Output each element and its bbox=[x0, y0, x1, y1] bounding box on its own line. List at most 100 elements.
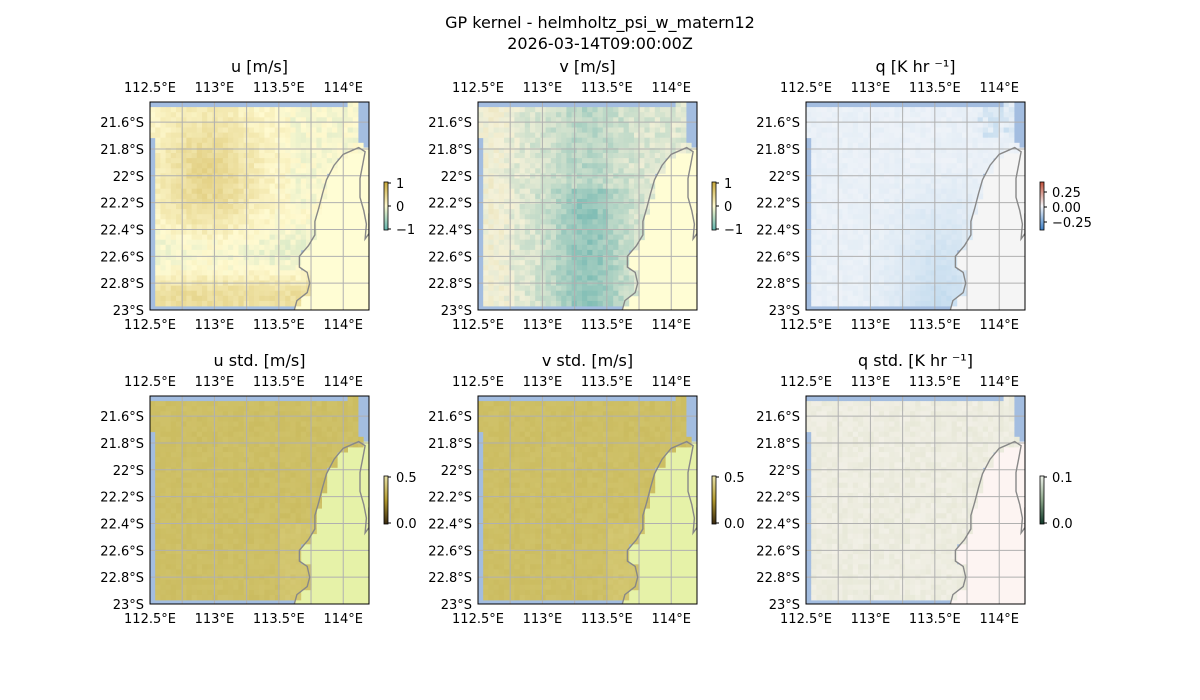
data-cell bbox=[868, 219, 874, 225]
data-cell bbox=[967, 132, 973, 139]
data-cell bbox=[196, 411, 203, 417]
x-tick-label-top: 112.5°E bbox=[124, 81, 176, 96]
data-cell bbox=[545, 132, 552, 139]
data-cell bbox=[248, 492, 255, 499]
data-cell bbox=[191, 477, 198, 484]
data-cell bbox=[290, 107, 296, 113]
data-cell bbox=[238, 209, 244, 215]
data-cell bbox=[254, 508, 260, 514]
data-cell bbox=[930, 112, 937, 118]
data-cell bbox=[191, 431, 198, 438]
data-cell bbox=[946, 122, 952, 128]
data-cell bbox=[884, 295, 890, 302]
data-cell bbox=[222, 147, 229, 154]
data-cell bbox=[837, 285, 843, 292]
data-cell bbox=[176, 255, 182, 261]
data-cell bbox=[535, 285, 541, 292]
data-cell bbox=[930, 153, 937, 159]
data-cell bbox=[285, 300, 291, 307]
data-cell bbox=[628, 117, 635, 123]
data-cell bbox=[191, 163, 198, 169]
data-cell bbox=[280, 401, 286, 407]
data-cell bbox=[925, 270, 932, 276]
data-cell bbox=[316, 492, 322, 499]
data-cell bbox=[858, 239, 864, 246]
data-cell bbox=[212, 142, 218, 149]
data-cell bbox=[300, 416, 307, 422]
data-cell bbox=[186, 224, 192, 230]
data-cell bbox=[524, 147, 531, 154]
data-cell bbox=[930, 198, 937, 205]
data-cell bbox=[191, 533, 198, 540]
data-cell bbox=[530, 290, 536, 297]
data-cell bbox=[217, 255, 224, 261]
data-cell bbox=[280, 204, 286, 210]
data-cell bbox=[858, 249, 864, 256]
data-cell bbox=[321, 431, 328, 438]
data-cell bbox=[972, 188, 978, 195]
data-cell bbox=[493, 290, 500, 297]
data-cell bbox=[493, 239, 500, 246]
data-cell bbox=[222, 112, 229, 118]
data-cell bbox=[196, 528, 203, 535]
data-cell bbox=[670, 142, 676, 149]
data-cell bbox=[910, 107, 916, 113]
data-cell bbox=[962, 163, 968, 169]
data-cell bbox=[233, 421, 239, 427]
data-cell bbox=[863, 163, 869, 169]
data-cell bbox=[920, 239, 926, 246]
data-cell bbox=[155, 457, 161, 463]
data-cell bbox=[483, 107, 489, 113]
data-cell bbox=[988, 168, 994, 174]
data-cell bbox=[592, 178, 598, 184]
x-tick-label-top: 112.5°E bbox=[780, 81, 832, 96]
data-cell bbox=[821, 188, 828, 195]
data-cell bbox=[597, 219, 604, 225]
data-cell bbox=[618, 163, 624, 169]
data-cell bbox=[238, 275, 244, 281]
data-cell bbox=[540, 142, 546, 149]
data-cell bbox=[483, 224, 489, 230]
data-cell bbox=[326, 436, 333, 443]
data-cell bbox=[202, 431, 208, 438]
data-cell bbox=[259, 198, 265, 205]
data-cell bbox=[649, 147, 656, 154]
data-cell bbox=[165, 295, 172, 302]
data-cell bbox=[155, 518, 161, 524]
data-cell bbox=[962, 183, 968, 190]
data-cell bbox=[545, 295, 552, 302]
data-cell bbox=[181, 492, 187, 499]
data-cell bbox=[233, 239, 239, 246]
data-cell bbox=[269, 255, 276, 261]
data-cell bbox=[332, 452, 338, 458]
data-cell bbox=[972, 193, 978, 200]
data-cell bbox=[290, 492, 296, 499]
data-cell bbox=[233, 441, 239, 448]
data-cell bbox=[946, 244, 952, 251]
data-cell bbox=[956, 137, 963, 144]
data-cell bbox=[858, 290, 864, 297]
data-cell bbox=[878, 193, 885, 200]
data-cell bbox=[675, 132, 682, 139]
data-cell bbox=[498, 153, 505, 159]
data-cell bbox=[300, 122, 307, 128]
data-cell bbox=[337, 112, 343, 118]
data-cell bbox=[920, 127, 926, 133]
data-cell bbox=[165, 528, 172, 535]
data-cell bbox=[160, 163, 166, 169]
data-cell bbox=[930, 137, 937, 144]
data-cell bbox=[946, 260, 952, 266]
data-cell bbox=[160, 508, 166, 514]
data-cell bbox=[925, 285, 932, 292]
data-cell bbox=[868, 275, 874, 281]
data-cell bbox=[545, 275, 552, 281]
data-cell bbox=[639, 132, 645, 139]
data-cell bbox=[306, 447, 312, 453]
data-cell bbox=[202, 447, 208, 453]
data-cell bbox=[248, 158, 255, 164]
data-cell bbox=[634, 112, 640, 118]
data-cell bbox=[280, 285, 286, 292]
data-cell bbox=[176, 198, 182, 205]
data-cell bbox=[951, 193, 958, 200]
data-cell bbox=[274, 193, 281, 200]
